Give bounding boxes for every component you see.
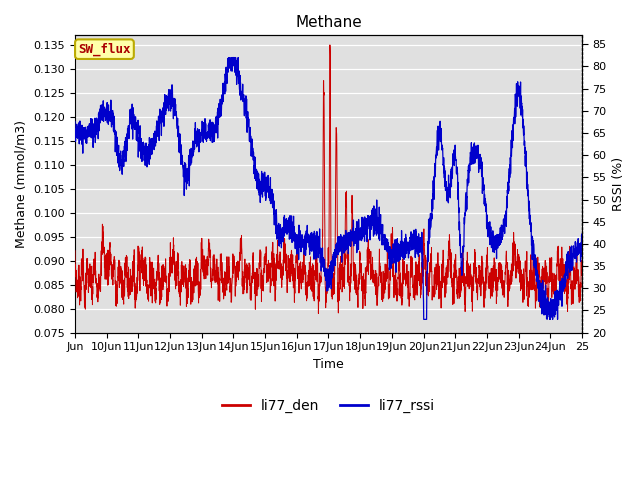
Y-axis label: RSSI (%): RSSI (%) xyxy=(612,157,625,211)
X-axis label: Time: Time xyxy=(313,358,344,371)
Y-axis label: Methane (mmol/m3): Methane (mmol/m3) xyxy=(15,120,28,248)
Text: SW_flux: SW_flux xyxy=(78,43,131,56)
Title: Methane: Methane xyxy=(295,15,362,30)
Legend: li77_den, li77_rssi: li77_den, li77_rssi xyxy=(216,393,440,419)
